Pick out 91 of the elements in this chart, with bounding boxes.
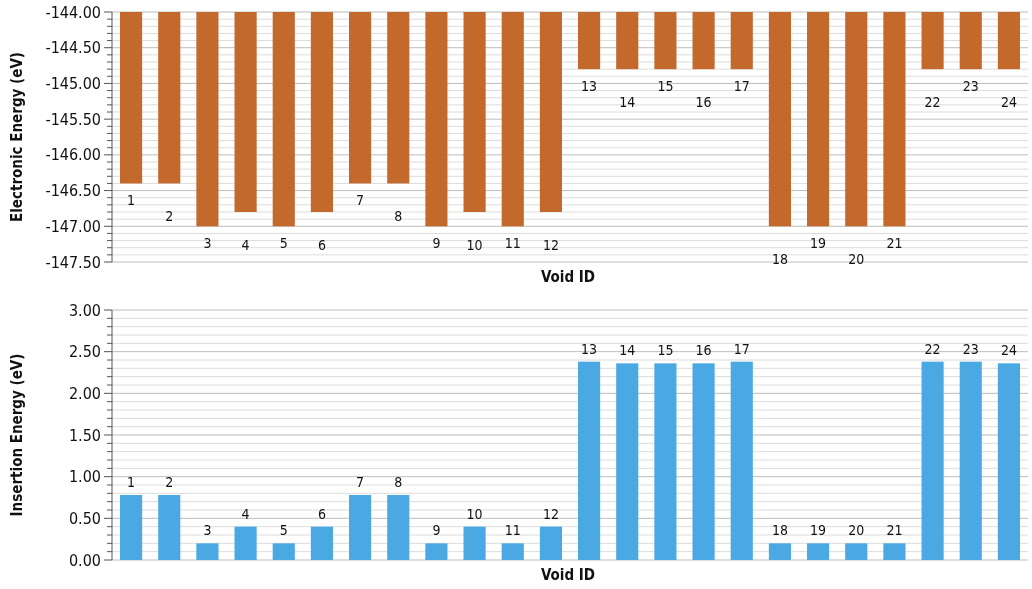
- y-tick-label: 0.00: [68, 550, 101, 570]
- x-tick-label: 8: [394, 208, 403, 225]
- x-tick-label: 10: [466, 505, 483, 522]
- bar: [883, 543, 906, 560]
- y-tick-label: -145.50: [45, 109, 101, 129]
- y-axis-title: Electronic Energy (eV): [8, 51, 26, 223]
- y-tick-label: -146.00: [45, 145, 101, 165]
- y-tick-label: 2.50: [68, 342, 101, 362]
- x-tick-label: 2: [165, 208, 174, 225]
- x-tick-label: 1: [127, 192, 136, 209]
- x-tick-label: 10: [466, 237, 483, 253]
- bar: [120, 495, 143, 560]
- bar: [578, 361, 601, 560]
- x-tick-label: 5: [279, 522, 288, 539]
- bar: [387, 495, 410, 560]
- y-tick-label: -146.50: [45, 181, 101, 201]
- x-tick-label: 4: [241, 237, 250, 253]
- bar: [539, 526, 562, 560]
- y-tick-label: -145.00: [45, 74, 101, 94]
- x-tick-label: 4: [241, 505, 250, 522]
- bar: [349, 495, 372, 560]
- x-tick-label: 13: [581, 340, 598, 357]
- y-tick-label: 0.50: [68, 508, 101, 528]
- bar: [921, 361, 944, 560]
- x-tick-label: 15: [657, 342, 674, 359]
- x-tick-label: 22: [924, 340, 941, 357]
- x-tick-label: 19: [810, 235, 827, 252]
- x-tick-label: 11: [504, 522, 521, 539]
- bar: [501, 543, 524, 560]
- bar: [768, 543, 791, 560]
- x-tick-label: 20: [848, 251, 865, 268]
- bar: [692, 363, 715, 560]
- y-tick-label: -147.50: [45, 252, 101, 272]
- y-tick-label: -144.50: [45, 38, 101, 58]
- bar: [272, 543, 295, 560]
- x-tick-label: 1: [127, 474, 136, 490]
- x-tick-label: 18: [771, 251, 788, 268]
- x-tick-label: 15: [657, 78, 674, 95]
- bar: [310, 526, 333, 560]
- bar: [997, 363, 1020, 560]
- x-tick-label: 9: [432, 522, 441, 539]
- x-tick-label: 22: [924, 94, 941, 111]
- x-tick-label: 3: [203, 522, 212, 539]
- y-tick-label: 1.00: [68, 467, 101, 487]
- x-tick-label: 16: [695, 94, 712, 111]
- y-tick-label: 1.50: [68, 425, 101, 445]
- bar: [845, 543, 868, 560]
- x-tick-label: 18: [771, 522, 788, 539]
- y-tick-label: 2.00: [68, 383, 101, 403]
- x-tick-label: 12: [542, 505, 559, 522]
- x-tick-label: 8: [394, 474, 403, 490]
- bar: [730, 361, 753, 560]
- bar: [234, 526, 257, 560]
- x-tick-label: 14: [619, 94, 636, 111]
- bar: [807, 543, 830, 560]
- x-tick-label: 2: [165, 474, 174, 490]
- x-tick-label: 7: [356, 474, 365, 490]
- y-tick-label: -144.00: [45, 2, 101, 22]
- x-tick-label: 21: [886, 235, 903, 252]
- x-tick-label: 19: [810, 522, 827, 539]
- x-tick-label: 23: [962, 78, 979, 95]
- x-tick-label: 3: [203, 235, 212, 252]
- x-tick-label: 24: [1000, 342, 1017, 359]
- x-tick-label: 16: [695, 342, 712, 359]
- x-tick-label: 5: [279, 235, 288, 252]
- x-tick-label: 23: [962, 340, 979, 357]
- x-tick-label: 12: [542, 237, 559, 253]
- x-tick-label: 7: [356, 192, 365, 209]
- x-axis-title: Void ID: [540, 268, 596, 286]
- x-tick-label: 24: [1000, 94, 1017, 111]
- x-tick-label: 6: [317, 237, 326, 253]
- x-axis-title: Void ID: [540, 566, 596, 584]
- y-tick-label: 3.00: [68, 300, 101, 320]
- x-tick-label: 20: [848, 522, 865, 539]
- bar: [196, 543, 219, 560]
- x-tick-label: 17: [733, 340, 750, 357]
- x-tick-label: 11: [504, 235, 521, 252]
- y-tick-label: -147.00: [45, 216, 101, 236]
- bar: [654, 363, 677, 560]
- x-tick-label: 14: [619, 342, 636, 359]
- x-tick-label: 9: [432, 235, 441, 252]
- x-tick-label: 17: [733, 78, 750, 95]
- x-tick-label: 21: [886, 522, 903, 539]
- bar: [616, 363, 639, 560]
- bar: [158, 495, 181, 560]
- bar: [959, 361, 982, 560]
- bar: [425, 543, 448, 560]
- y-axis-title: Insertion Energy (eV): [8, 353, 26, 517]
- bar: [463, 526, 486, 560]
- x-tick-label: 6: [317, 505, 326, 522]
- x-tick-label: 13: [581, 78, 598, 95]
